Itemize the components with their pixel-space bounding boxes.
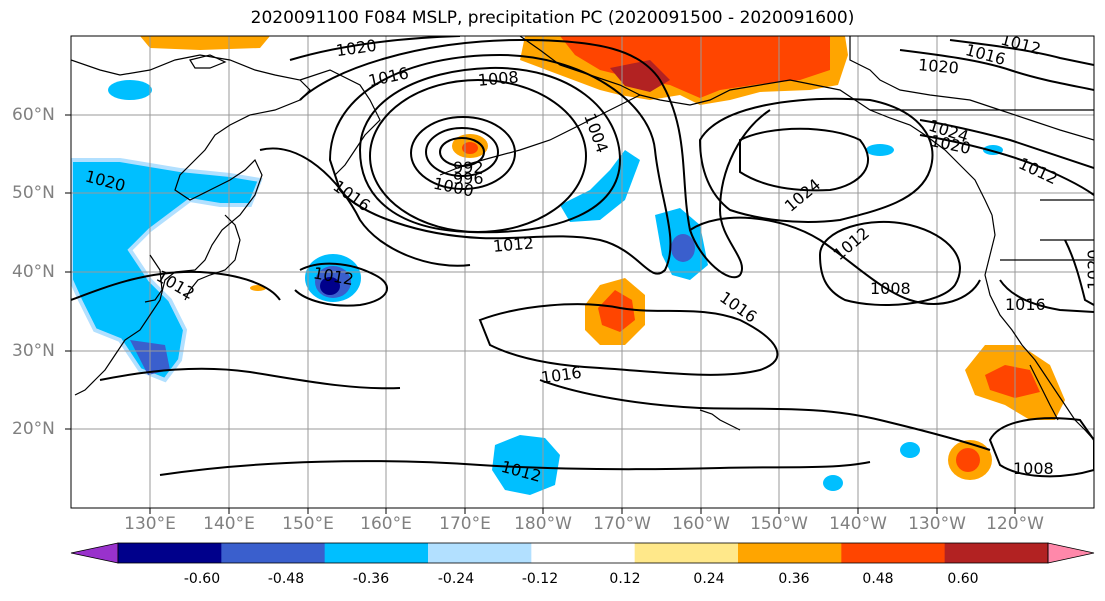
coast-alaska: [519, 36, 993, 216]
isobar-1020-ne2: [919, 134, 1094, 196]
coast-baja: [1029, 364, 1059, 421]
lat-label: 40°N: [12, 262, 55, 282]
precip-strong-north-band: [560, 36, 830, 98]
lat-label: 30°N: [12, 341, 55, 361]
isobar-label: 1012: [492, 233, 534, 255]
isobar-996: [425, 127, 499, 177]
isobar-label: 1020: [335, 36, 378, 60]
colorbar-tick-label: 0.12: [609, 571, 641, 587]
isobar-label: 1020: [917, 55, 959, 77]
isobar-1024-ne: [919, 119, 1094, 169]
colorbar-tick-label: 0.36: [778, 571, 810, 587]
isobar-1012-west: [71, 270, 281, 301]
isobar-label: 1016: [367, 63, 411, 90]
isobar-992: [439, 137, 485, 167]
map-title: 2020091100 F084 MSLP, precipitation PC (…: [250, 8, 855, 28]
isobar-1008-low: [358, 66, 622, 234]
isobar-1016-central: [478, 303, 779, 376]
coast-aleutian: [439, 94, 641, 176]
isobar-label: 1012: [1016, 154, 1061, 188]
isobar-label: 1016: [716, 288, 760, 327]
isobar-1016-coast: [999, 279, 1094, 313]
isobar-1016-subtrop: [99, 367, 401, 390]
isobar-label: 1012: [830, 223, 873, 264]
isobar-1008-se: [988, 417, 1094, 478]
lon-label: 180°W: [514, 514, 572, 534]
coast-asia-north: [71, 54, 311, 396]
colorbar-tick-label: 0.24: [693, 571, 725, 587]
colorbar-tick-label: -0.48: [267, 571, 305, 587]
precip-negative-small-se: [900, 442, 920, 458]
isobar-1012-japan: [294, 262, 388, 307]
coast-na-west: [984, 214, 1094, 441]
precip-shading: [71, 36, 1065, 495]
isobar-label: 1008: [870, 279, 911, 298]
lon-label: 130°W: [908, 514, 966, 534]
coast-alaska-north: [849, 36, 1094, 141]
coast-korea: [144, 254, 163, 303]
isobar-1016-outer: [539, 379, 991, 451]
colorbar-tick-label: 0.60: [947, 571, 979, 587]
lon-label: 140°E: [203, 514, 255, 534]
lon-label: 160°E: [360, 514, 412, 534]
isobar-label: 992: [453, 158, 484, 177]
lon-label: 150°W: [750, 514, 808, 534]
isobar-label: 1024: [781, 175, 824, 216]
isobars: [71, 36, 1094, 478]
isobar-1008-east: [818, 220, 961, 306]
island-hawaii: [699, 409, 741, 431]
border-lines: [870, 109, 1094, 261]
precip-negative-nw-small: [108, 80, 152, 100]
coast-japan: [184, 214, 241, 301]
colorbar-tick-label: -0.24: [437, 571, 475, 587]
isobar-1020-ne: [899, 49, 1094, 91]
isobar-label: 1016: [1005, 295, 1046, 314]
lat-label: 60°N: [12, 105, 55, 125]
isobar-1016-ne: [949, 39, 1094, 66]
lon-label: 170°E: [439, 514, 491, 534]
coast-nw-island: [189, 54, 227, 69]
isobar-label: 1016: [540, 363, 583, 387]
lon-label: 130°E: [124, 514, 176, 534]
colorbar-tick-label: -0.12: [521, 571, 559, 587]
isobar-1020-high: [698, 97, 934, 223]
colorbar-tick-label: -0.36: [352, 571, 390, 587]
precip-negative-aleutian: [560, 150, 640, 222]
isobar-1012-east: [689, 216, 981, 305]
lat-label: 50°N: [12, 183, 55, 203]
isobar-1000: [410, 116, 516, 190]
graticule: [71, 36, 1094, 508]
precip-negative-west: [71, 160, 260, 380]
isobar-label: 996: [453, 169, 484, 188]
lon-label: 170°W: [593, 514, 651, 534]
isobar-1020-coast: [1064, 239, 1094, 306]
colorbar-tick-label: 0.48: [862, 571, 894, 587]
colorbar-tick-label: -0.60: [183, 571, 221, 587]
isobar-1016-low: [299, 38, 771, 279]
lon-label: 160°W: [672, 514, 730, 534]
isobar-label: 1020: [1084, 249, 1103, 290]
lat-label: 20°N: [12, 419, 55, 439]
lon-label: 150°E: [282, 514, 334, 534]
isobar-label: 1008: [477, 67, 519, 89]
precip-positive-nw: [140, 36, 270, 50]
isobar-1016-west: [259, 147, 471, 267]
coastlines: [71, 36, 1094, 441]
lon-label: 140°W: [829, 514, 887, 534]
precip-max-north: [610, 60, 670, 92]
isobar-1012-south: [159, 460, 871, 476]
isobar-1024: [739, 127, 870, 192]
isobar-1020-north: [289, 36, 461, 61]
isobar-1012-low: [328, 53, 672, 275]
isobar-label: 1008: [1013, 459, 1054, 478]
coast-kamchatka: [299, 69, 381, 176]
lon-label: 120°W: [986, 514, 1044, 534]
